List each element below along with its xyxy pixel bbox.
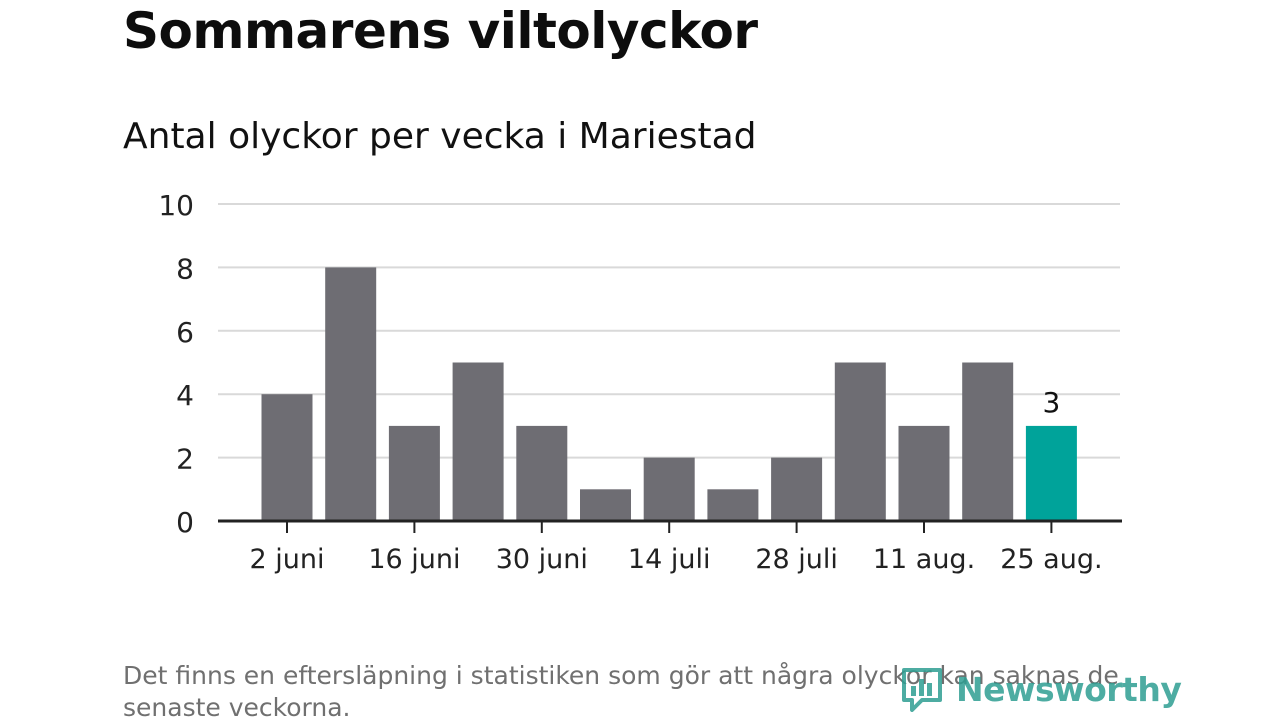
x-tick-label: 2 juni bbox=[250, 544, 325, 575]
bar bbox=[834, 362, 886, 521]
y-tick-label: 10 bbox=[158, 189, 194, 222]
newsworthy-logo-icon bbox=[902, 668, 942, 712]
y-tick-label: 4 bbox=[176, 379, 194, 412]
x-tick-label: 30 juni bbox=[496, 544, 588, 575]
bars bbox=[261, 267, 1077, 521]
bar bbox=[1025, 425, 1077, 521]
chart-subtitle: Antal olyckor per vecka i Mariestad bbox=[123, 116, 757, 157]
x-tick-label: 16 juni bbox=[368, 544, 460, 575]
bar bbox=[261, 394, 313, 521]
x-axis-ticks: 2 juni 16 juni 30 juni 14 juli 28 juli 11 aug… bbox=[250, 521, 1103, 575]
bar bbox=[898, 425, 950, 521]
brand-logo[interactable]: Newsworthy bbox=[900, 666, 1182, 712]
bar bbox=[643, 457, 695, 521]
data-label: 3 bbox=[1042, 386, 1060, 419]
chart-title: Sommarens viltolyckor bbox=[123, 2, 758, 60]
bar bbox=[707, 489, 759, 521]
footnote: Det finns en eftersläpning i statistiken… bbox=[123, 661, 1119, 720]
bar bbox=[452, 362, 504, 521]
bar bbox=[388, 425, 440, 521]
y-tick-label: 2 bbox=[176, 443, 194, 476]
bar bbox=[771, 457, 823, 521]
bar bbox=[325, 267, 377, 521]
y-tick-label: 8 bbox=[176, 252, 194, 285]
brand-name: Newsworthy bbox=[956, 669, 1182, 709]
x-tick-label: 14 juli bbox=[628, 544, 711, 575]
x-tick-label: 28 juli bbox=[755, 544, 838, 575]
y-tick-label: 6 bbox=[176, 316, 194, 349]
bar bbox=[516, 425, 568, 521]
x-tick-label: 25 aug. bbox=[1000, 544, 1102, 575]
y-tick-label: 0 bbox=[176, 506, 194, 539]
bar bbox=[580, 489, 631, 521]
x-tick-label: 11 aug. bbox=[873, 544, 975, 575]
data-labels: 3 bbox=[1042, 386, 1060, 419]
bar bbox=[962, 362, 1014, 521]
y-axis-ticks: 0 2 4 6 8 10 bbox=[158, 189, 194, 539]
